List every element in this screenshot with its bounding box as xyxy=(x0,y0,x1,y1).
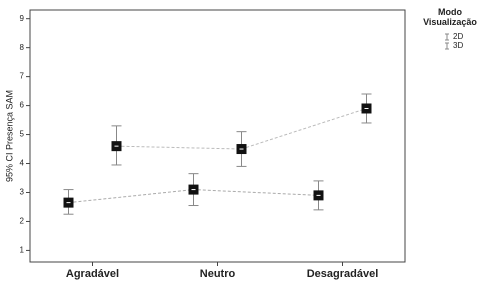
y-tick-label: 8 xyxy=(20,43,25,52)
x-tick-label: Desagradável xyxy=(307,268,379,280)
y-tick-label: 3 xyxy=(20,188,25,197)
y-tick-label: 4 xyxy=(20,159,25,168)
y-tick-label: 6 xyxy=(20,101,25,110)
y-tick-label: 5 xyxy=(20,130,25,139)
x-tick-label: Agradável xyxy=(66,268,119,280)
legend-title-line: Modo Visualização xyxy=(423,7,477,27)
y-tick-label: 2 xyxy=(20,217,25,226)
y-tick-label: 9 xyxy=(20,14,25,23)
plot-frame xyxy=(29,9,406,263)
legend-label: 3D xyxy=(453,41,463,50)
y-tick-label: 7 xyxy=(20,72,25,81)
legend-label: 2D xyxy=(453,32,463,41)
y-axis-title: 95% CI Presença SAM xyxy=(4,90,14,182)
x-tick-label: Neutro xyxy=(200,268,236,280)
y-tick-label: 1 xyxy=(20,246,25,255)
